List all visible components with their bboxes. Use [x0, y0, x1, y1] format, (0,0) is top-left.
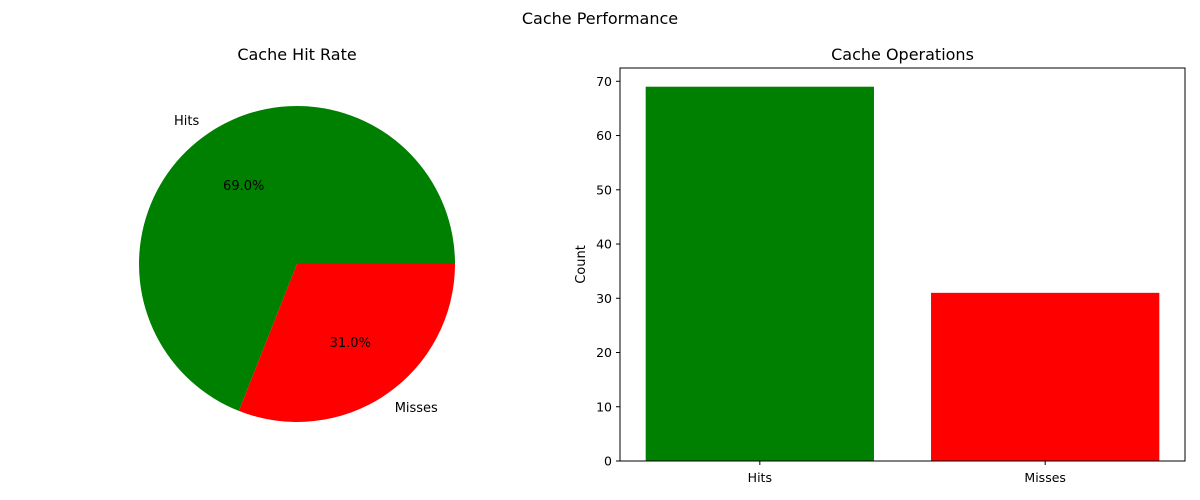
- pie-labels: Hits 69.0% Misses 31.0%: [174, 114, 438, 416]
- bar-y-axis-label: Count: [574, 245, 589, 284]
- y-tick-label-60: 60: [596, 128, 612, 143]
- bar-x-axis: Hits Misses: [748, 461, 1066, 485]
- figure-title: Cache Performance: [522, 9, 678, 28]
- bar-chart-title: Cache Operations: [831, 45, 974, 64]
- y-tick-label-40: 40: [596, 237, 612, 252]
- y-tick-label-0: 0: [604, 454, 612, 469]
- pie-slice-misses-label: Misses: [395, 401, 438, 416]
- bar-chart: Cache Operations 0 10 20 30 40 50 60 70 Hits Mis…: [574, 45, 1186, 485]
- y-tick-label-10: 10: [596, 399, 612, 414]
- y-tick-label-20: 20: [596, 345, 612, 360]
- bar-hits-tick-label: Hits: [748, 470, 772, 485]
- y-tick-label-70: 70: [596, 74, 612, 89]
- pie-chart: Cache Hit Rate Hits 69.0% Misses 31.0%: [139, 45, 456, 422]
- pie-slices: [139, 106, 456, 422]
- pie-slice-misses-percent: 31.0%: [330, 336, 371, 351]
- y-tick-label-50: 50: [596, 182, 612, 197]
- pie-slice-misses: [238, 264, 455, 422]
- bar-misses-tick-label: Misses: [1024, 470, 1066, 485]
- pie-slice-hits-percent: 69.0%: [223, 179, 264, 194]
- bar-hits: [645, 86, 874, 461]
- y-tick-label-30: 30: [596, 291, 612, 306]
- bar-y-axis: 0 10 20 30 40 50 60 70: [596, 74, 620, 469]
- pie-chart-title: Cache Hit Rate: [237, 45, 356, 64]
- bar-plot-frame: [619, 67, 1186, 462]
- bar-marks: [645, 86, 1160, 461]
- pie-slice-hits: [139, 106, 456, 411]
- bar-misses: [931, 292, 1160, 461]
- pie-slice-hits-label: Hits: [174, 114, 199, 129]
